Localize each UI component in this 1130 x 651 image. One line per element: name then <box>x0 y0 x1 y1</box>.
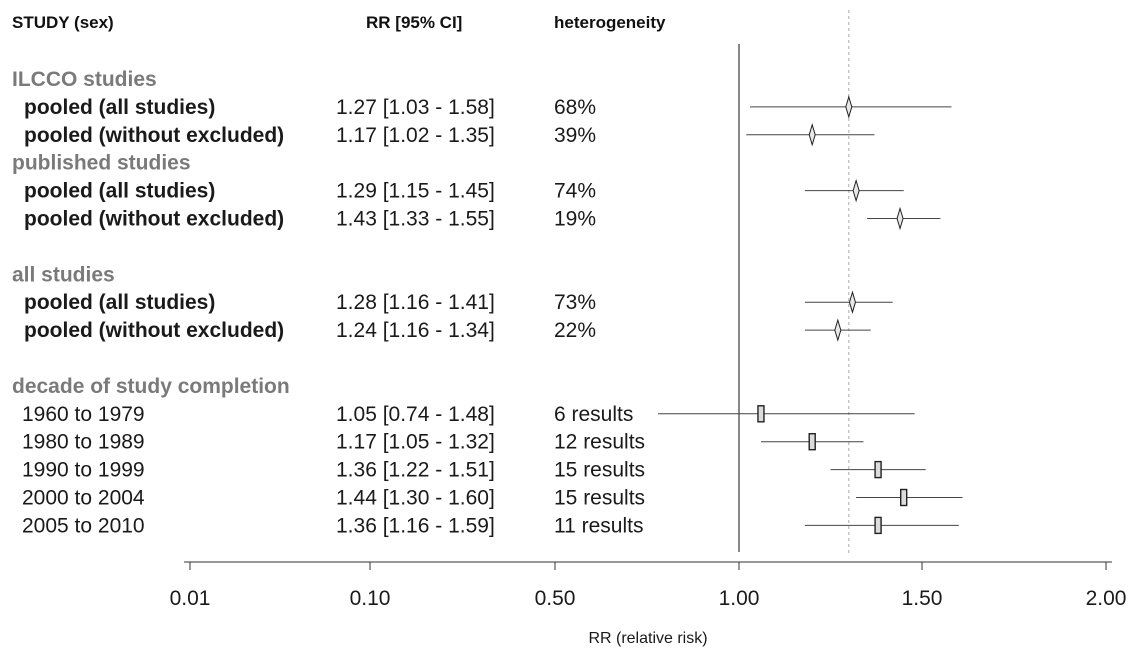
rr-column-header: RR [95% CI] <box>366 13 462 32</box>
row-label: pooled (all studies) <box>24 180 215 203</box>
study-column-header: STUDY (sex) <box>12 13 114 32</box>
row-label: pooled (without excluded) <box>24 319 284 342</box>
pooled-estimate-diamond <box>848 290 856 314</box>
heterogeneity-value: 68% <box>554 96 596 119</box>
pooled-estimate-diamond <box>808 123 816 147</box>
pooled-estimate-diamond <box>845 95 853 119</box>
x-tick-label: 1.00 <box>719 587 760 610</box>
heterogeneity-value: 22% <box>554 319 596 342</box>
x-axis-label: RR (relative risk) <box>588 630 707 647</box>
rr-ci-value: 1.36 [1.16 - 1.59] <box>336 514 495 537</box>
row-label: 1980 to 1989 <box>22 431 145 454</box>
rr-ci-value: 1.36 [1.22 - 1.51] <box>336 459 495 482</box>
heterogeneity-column-header: heterogeneity <box>554 13 666 32</box>
row-label: pooled (without excluded) <box>24 124 284 147</box>
rr-ci-value: 1.43 [1.33 - 1.55] <box>336 208 495 231</box>
forest-marks <box>658 10 963 556</box>
row-label: 2005 to 2010 <box>22 514 145 537</box>
x-tick-label: 2.00 <box>1086 587 1127 610</box>
heterogeneity-value: 19% <box>554 208 596 231</box>
rr-ci-value: 1.05 [0.74 - 1.48] <box>336 403 495 426</box>
rr-ci-value: 1.29 [1.15 - 1.45] <box>336 180 495 203</box>
study-estimate-square <box>757 405 765 423</box>
row-label: pooled (all studies) <box>24 96 215 119</box>
x-axis: 0.01 0.10 0.50 1.00 1.50 2.00 <box>170 561 1127 610</box>
heterogeneity-value: 73% <box>554 291 596 314</box>
pooled-estimate-diamond <box>852 178 860 203</box>
x-tick-label: 0.50 <box>535 587 576 610</box>
section-heading: published studies <box>12 152 191 175</box>
heterogeneity-value: 15 results <box>554 487 645 510</box>
heterogeneity-value: 15 results <box>554 459 645 482</box>
row-label: pooled (without excluded) <box>24 208 284 231</box>
forest-rows: ILCCO studies pooled (all studies) 1.27 [1… <box>12 68 645 537</box>
section-heading: all studies <box>12 263 115 286</box>
study-estimate-square <box>874 516 882 535</box>
section-heading: ILCCO studies <box>12 68 157 91</box>
row-label: 1990 to 1999 <box>22 459 145 482</box>
section-heading: decade of study completion <box>12 375 290 398</box>
heterogeneity-value: 74% <box>554 180 596 203</box>
rr-ci-value: 1.28 [1.16 - 1.41] <box>336 291 495 314</box>
rr-ci-value: 1.17 [1.05 - 1.32] <box>336 431 495 454</box>
rr-ci-value: 1.44 [1.30 - 1.60] <box>336 487 495 510</box>
rr-ci-value: 1.27 [1.03 - 1.58] <box>336 96 495 119</box>
x-tick-label: 0.10 <box>350 587 391 610</box>
heterogeneity-value: 12 results <box>554 431 645 454</box>
pooled-estimate-diamond <box>834 318 842 342</box>
row-label: 2000 to 2004 <box>22 487 145 510</box>
heterogeneity-value: 39% <box>554 124 596 147</box>
pooled-estimate-diamond <box>896 206 904 231</box>
heterogeneity-value: 6 results <box>554 403 633 426</box>
row-label: 1960 to 1979 <box>22 403 145 426</box>
study-estimate-square <box>900 488 908 507</box>
study-estimate-square <box>808 433 816 451</box>
x-tick-label: 1.50 <box>902 587 943 610</box>
heterogeneity-value: 11 results <box>554 514 644 537</box>
study-estimate-square <box>874 460 882 479</box>
rr-ci-value: 1.24 [1.16 - 1.34] <box>336 319 495 342</box>
rr-ci-value: 1.17 [1.02 - 1.35] <box>336 124 495 147</box>
row-label: pooled (all studies) <box>24 291 215 314</box>
x-tick-label: 0.01 <box>170 587 211 610</box>
